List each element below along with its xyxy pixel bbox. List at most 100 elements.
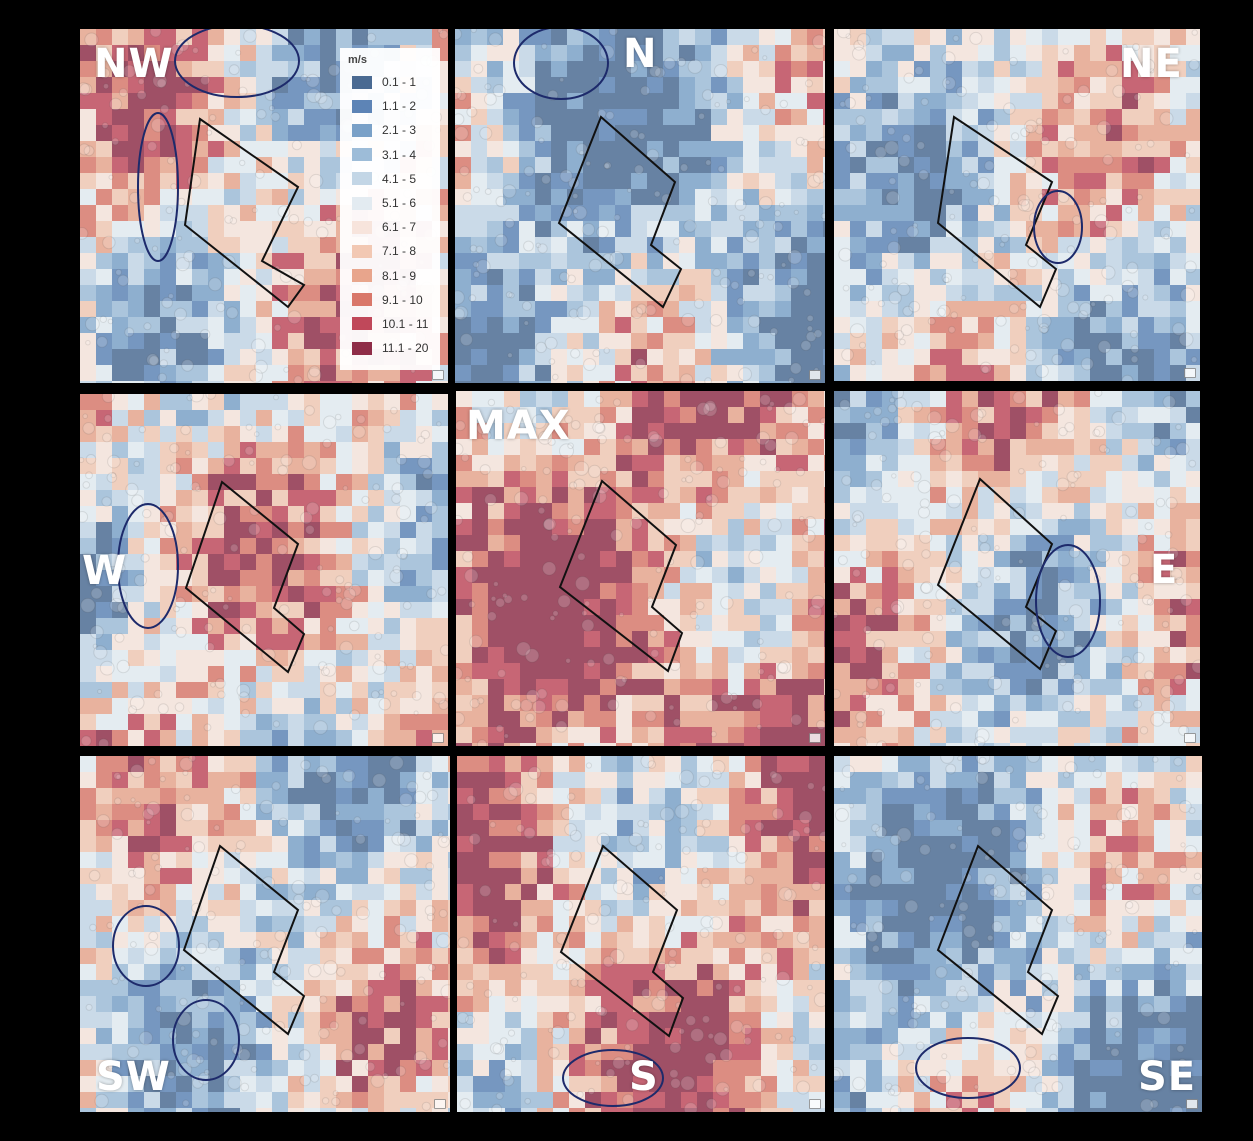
wind-speed-map	[455, 29, 825, 383]
site-outline	[936, 477, 1058, 671]
legend-title: m/s	[348, 54, 367, 66]
site-outline	[183, 117, 306, 309]
wind-speed-map	[80, 756, 450, 1112]
terrain-texture	[834, 756, 1202, 1112]
highlight-ellipse	[915, 1037, 1021, 1099]
direction-label: SW	[96, 1054, 171, 1100]
speed-raster	[455, 29, 825, 383]
legend-item: 4.1 - 5	[352, 167, 440, 191]
map-attribution-icon	[809, 733, 821, 743]
legend-label: 9.1 - 10	[382, 292, 423, 307]
direction-label: E	[1150, 547, 1179, 593]
legend-swatch	[352, 172, 372, 186]
speed-raster	[834, 29, 1200, 381]
site-outline	[559, 844, 685, 1038]
map-panel-s: S	[457, 756, 825, 1112]
legend-swatch	[352, 341, 372, 355]
legend-label: 0.1 - 1	[382, 75, 417, 90]
site-outline	[558, 479, 684, 673]
map-panel-sw: SW	[80, 756, 450, 1112]
wind-speed-map	[834, 756, 1202, 1112]
legend-label: 8.1 - 9	[382, 268, 417, 283]
legend-swatch	[352, 317, 372, 331]
legend-label: 2.1 - 3	[382, 123, 417, 138]
legend-item: 2.1 - 3	[352, 118, 440, 142]
legend-item: 5.1 - 6	[352, 191, 440, 215]
highlight-ellipse	[562, 1049, 664, 1107]
highlight-ellipse	[513, 29, 609, 100]
map-attribution-icon	[1184, 368, 1196, 378]
map-panel-max: MAX	[456, 391, 825, 746]
wind-speed-map	[457, 756, 825, 1112]
highlight-ellipse	[112, 905, 180, 987]
legend-swatch	[352, 196, 372, 210]
speed-legend: m/s 0.1 - 1 1.1 - 2 2.1 - 3 3.1 - 4 4.1 - 5 5…	[340, 48, 440, 370]
site-outline	[182, 844, 306, 1036]
wind-speed-map	[834, 391, 1200, 746]
map-attribution-icon	[809, 370, 821, 380]
terrain-texture	[836, 29, 1200, 381]
terrain-texture	[80, 394, 448, 746]
highlight-ellipse	[1035, 544, 1101, 658]
legend-item: 0.1 - 1	[352, 70, 440, 94]
legend-item: 7.1 - 8	[352, 239, 440, 263]
wind-speed-map	[456, 391, 825, 746]
legend-swatch	[352, 123, 372, 137]
legend-swatch	[352, 293, 372, 307]
map-panel-w: W	[80, 394, 448, 746]
direction-label: NE	[1120, 41, 1183, 87]
speed-raster	[80, 394, 448, 746]
speed-raster	[457, 756, 825, 1112]
map-attribution-icon	[1184, 733, 1196, 743]
legend-item: 8.1 - 9	[352, 264, 440, 288]
legend-item: 9.1 - 10	[352, 288, 440, 312]
map-attribution-icon	[434, 1099, 446, 1109]
highlight-ellipse	[137, 112, 179, 262]
legend-swatch	[352, 244, 372, 258]
legend-label: 11.1 - 20	[382, 341, 429, 356]
map-attribution-icon	[432, 733, 444, 743]
legend-label: 6.1 - 7	[382, 220, 417, 235]
speed-raster	[80, 756, 450, 1112]
legend-item: 10.1 - 11	[352, 312, 440, 336]
speed-raster	[834, 391, 1200, 746]
direction-label: N	[623, 31, 658, 77]
terrain-texture	[456, 392, 825, 746]
direction-label: SE	[1138, 1054, 1197, 1100]
map-panel-ne: NE	[834, 29, 1200, 381]
direction-label: MAX	[466, 403, 571, 449]
highlight-ellipse	[1033, 190, 1083, 264]
terrain-texture	[457, 756, 825, 1112]
site-outline	[557, 115, 683, 309]
map-panel-e: E	[834, 391, 1200, 746]
site-outline	[936, 844, 1060, 1036]
map-attribution-icon	[432, 370, 444, 380]
direction-label: W	[82, 548, 128, 594]
legend-swatch	[352, 269, 372, 283]
map-attribution-icon	[1186, 1099, 1198, 1109]
legend-swatch	[352, 148, 372, 162]
legend-item: 3.1 - 4	[352, 143, 440, 167]
legend-label: 4.1 - 5	[382, 171, 417, 186]
speed-raster	[456, 391, 825, 746]
legend-label: 3.1 - 4	[382, 147, 417, 162]
legend-item: 1.1 - 2	[352, 94, 440, 118]
legend-item: 6.1 - 7	[352, 215, 440, 239]
highlight-ellipse	[117, 503, 179, 629]
wind-speed-map	[80, 394, 448, 746]
legend-label: 5.1 - 6	[382, 196, 417, 211]
site-outline	[936, 115, 1058, 309]
map-panel-n: N	[455, 29, 825, 383]
terrain-texture	[455, 29, 825, 383]
map-panel-se: SE	[834, 756, 1202, 1112]
legend-label: 10.1 - 11	[382, 316, 429, 331]
map-attribution-icon	[809, 1099, 821, 1109]
direction-label: S	[629, 1054, 659, 1100]
legend-item: 11.1 - 20	[352, 336, 440, 360]
direction-label: NW	[94, 41, 174, 87]
legend-swatch	[352, 99, 372, 113]
legend-label: 1.1 - 2	[382, 99, 417, 114]
legend-label: 7.1 - 8	[382, 244, 417, 259]
terrain-texture	[834, 391, 1200, 746]
highlight-ellipse	[172, 999, 240, 1081]
